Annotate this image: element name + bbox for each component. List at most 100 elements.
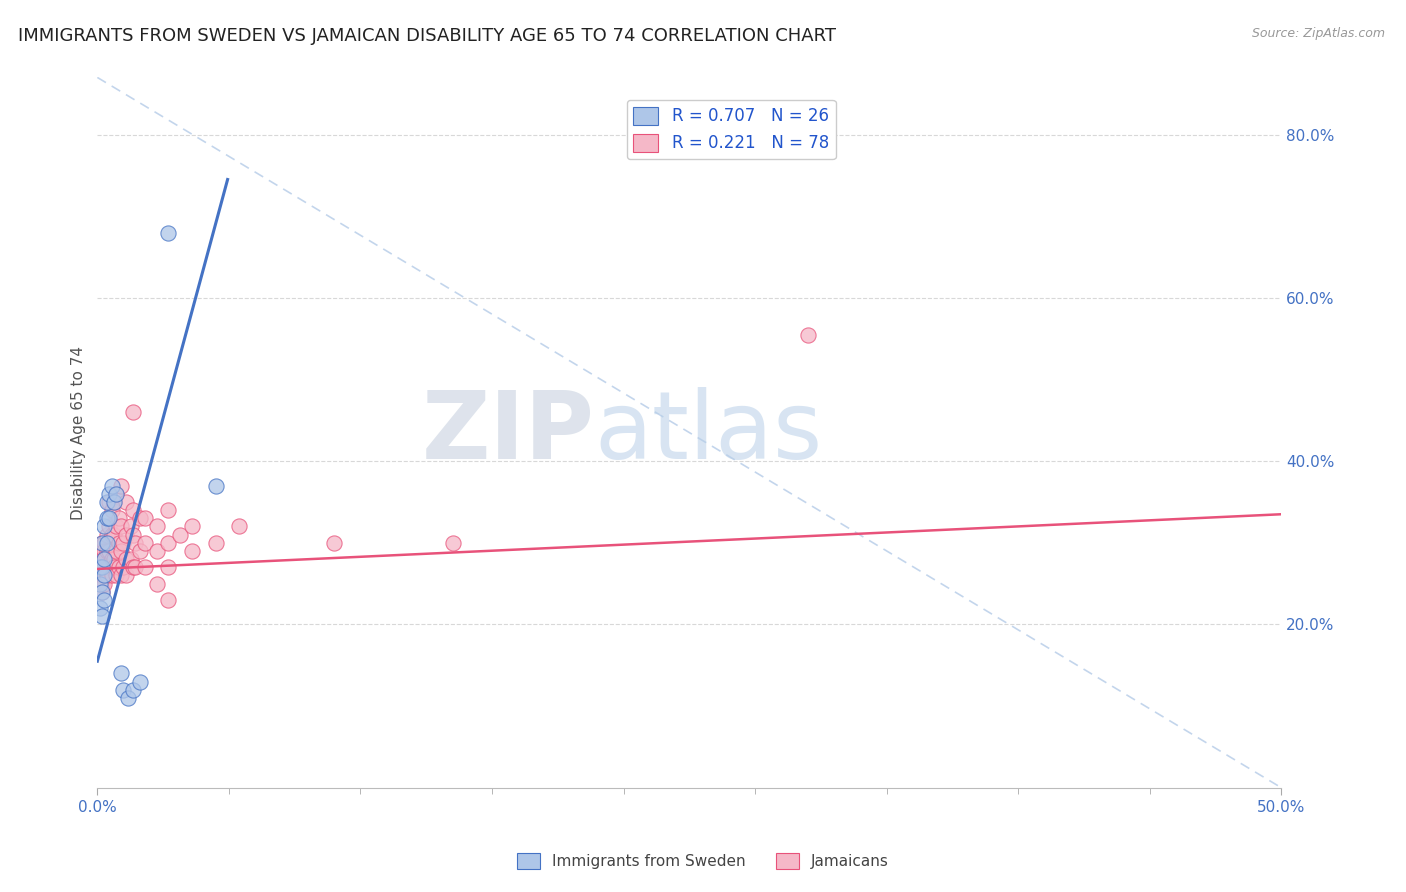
Point (100, 503, 122, 517)
Point (91, 584, 114, 599)
Point (96, 495, 118, 509)
Point (91, 536, 114, 550)
Point (91, 552, 114, 566)
Point (797, 327, 820, 342)
Point (120, 552, 142, 566)
Point (89, 560, 111, 574)
Point (169, 527, 191, 541)
Point (107, 536, 129, 550)
Point (100, 552, 122, 566)
Point (181, 544, 204, 558)
Point (204, 536, 226, 550)
Point (93, 568, 115, 582)
Point (107, 560, 129, 574)
Point (145, 519, 167, 533)
Point (157, 536, 180, 550)
Y-axis label: Disability Age 65 to 74: Disability Age 65 to 74 (72, 345, 86, 520)
Point (98, 544, 121, 558)
Point (89, 544, 111, 558)
Point (93, 593, 115, 607)
Point (98, 495, 121, 509)
Point (441, 536, 464, 550)
Point (122, 560, 145, 574)
Point (91, 560, 114, 574)
Point (93, 568, 115, 582)
Point (105, 487, 128, 501)
Point (114, 552, 136, 566)
Point (96, 511, 118, 525)
Point (117, 690, 139, 705)
Point (93, 536, 115, 550)
Point (98, 487, 121, 501)
Point (103, 560, 125, 574)
Point (134, 511, 156, 525)
Legend: R = 0.707   N = 26, R = 0.221   N = 78: R = 0.707 N = 26, R = 0.221 N = 78 (627, 100, 835, 159)
Point (110, 568, 132, 582)
Text: Source: ZipAtlas.com: Source: ZipAtlas.com (1251, 27, 1385, 40)
Point (91, 609, 114, 624)
Point (122, 503, 145, 517)
Point (89, 576, 111, 591)
Point (157, 560, 180, 574)
Text: ZIP: ZIP (422, 386, 595, 479)
Point (100, 527, 122, 541)
Point (114, 527, 136, 541)
Point (157, 503, 180, 517)
Point (93, 560, 115, 574)
Point (129, 544, 152, 558)
Point (89, 568, 111, 582)
Point (204, 478, 226, 492)
Point (100, 478, 122, 492)
Point (323, 536, 346, 550)
Point (145, 576, 167, 591)
Point (96, 536, 118, 550)
Point (107, 511, 129, 525)
Point (114, 495, 136, 509)
Point (181, 519, 204, 533)
Point (98, 519, 121, 533)
Point (134, 560, 156, 574)
Point (89, 576, 111, 591)
Point (120, 519, 142, 533)
Point (157, 593, 180, 607)
Point (91, 584, 114, 599)
Point (110, 519, 132, 533)
Point (91, 536, 114, 550)
Point (110, 544, 132, 558)
Text: atlas: atlas (595, 386, 823, 479)
Point (105, 519, 128, 533)
Point (129, 511, 152, 525)
Point (100, 568, 122, 582)
Point (98, 560, 121, 574)
Point (93, 576, 115, 591)
Point (103, 495, 125, 509)
Point (96, 560, 118, 574)
Point (96, 544, 118, 558)
Point (145, 544, 167, 558)
Point (110, 666, 132, 681)
Point (98, 511, 121, 525)
Point (114, 568, 136, 582)
Point (96, 527, 118, 541)
Text: IMMIGRANTS FROM SWEDEN VS JAMAICAN DISABILITY AGE 65 TO 74 CORRELATION CHART: IMMIGRANTS FROM SWEDEN VS JAMAICAN DISAB… (18, 27, 837, 45)
Point (122, 682, 145, 697)
Point (93, 552, 115, 566)
Point (112, 536, 135, 550)
Point (122, 405, 145, 419)
Point (129, 674, 152, 689)
Point (103, 552, 125, 566)
Point (103, 495, 125, 509)
Point (91, 568, 114, 582)
Point (91, 560, 114, 574)
Point (110, 478, 132, 492)
Point (93, 544, 115, 558)
Point (89, 560, 111, 574)
Point (134, 536, 156, 550)
Point (112, 560, 135, 574)
Point (105, 568, 128, 582)
Point (124, 536, 146, 550)
Point (103, 527, 125, 541)
Point (157, 226, 180, 240)
Point (89, 601, 111, 615)
Point (122, 527, 145, 541)
